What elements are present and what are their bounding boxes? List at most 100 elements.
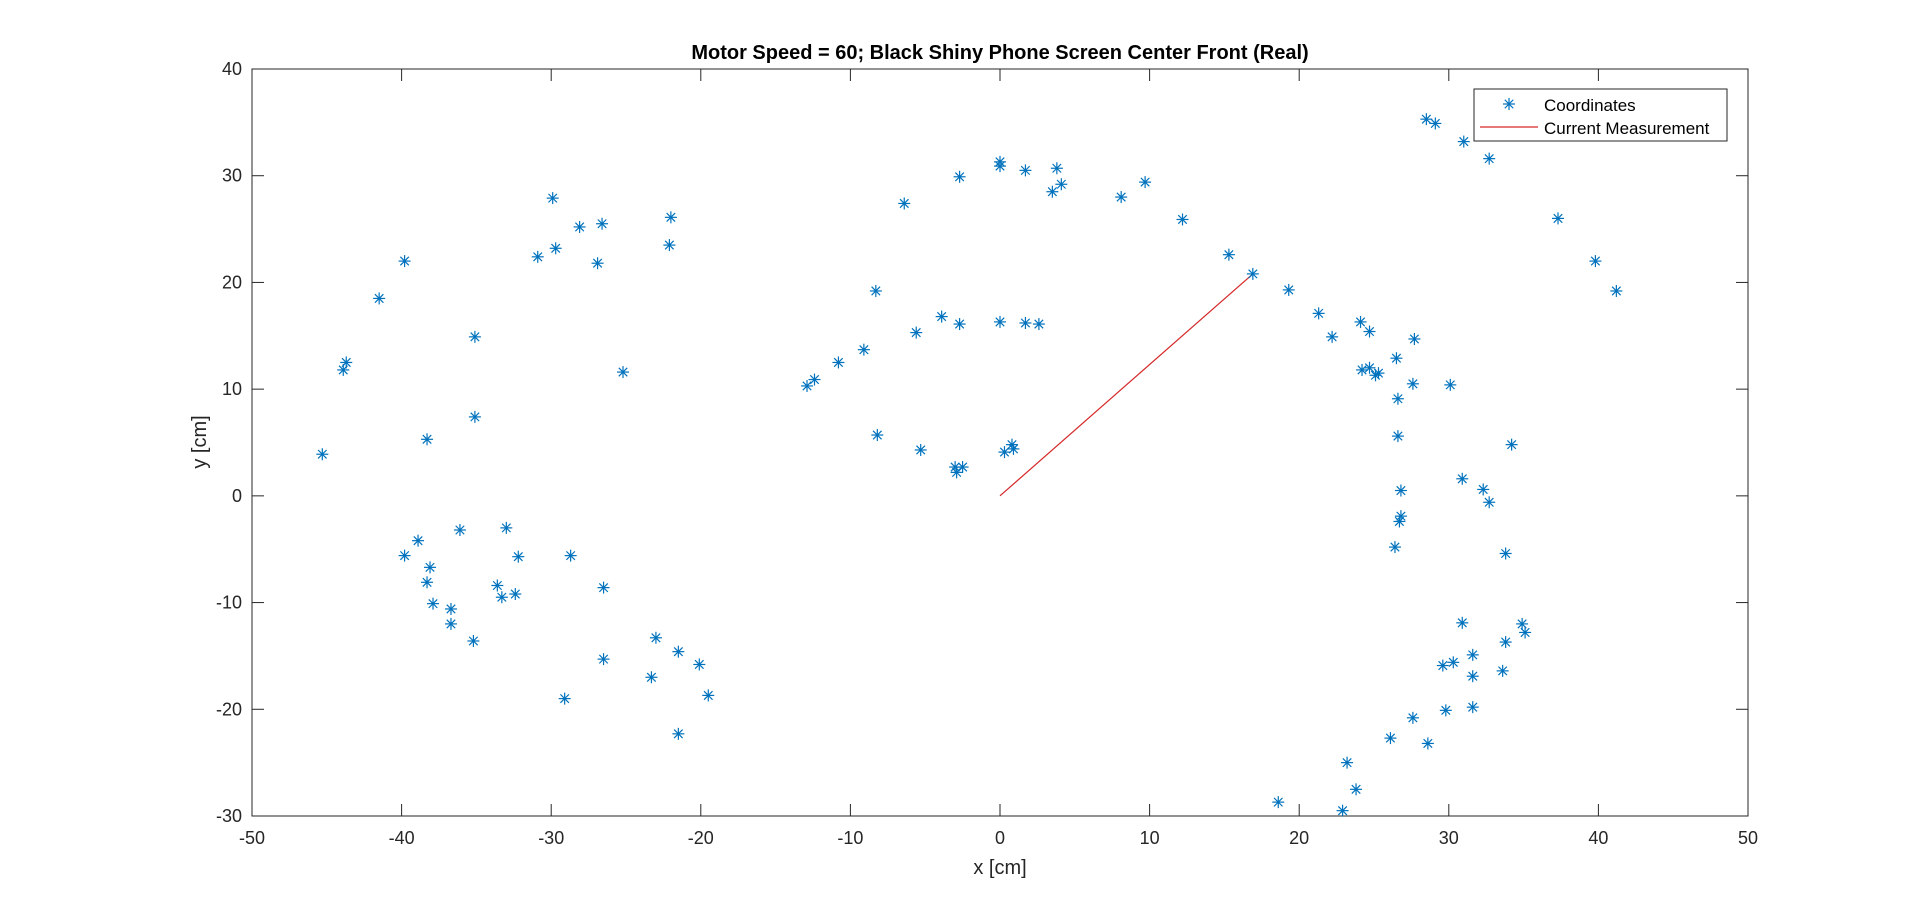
data-point	[1282, 283, 1295, 296]
current-measurement-line	[999, 273, 1254, 497]
x-tick-label: 0	[995, 828, 1005, 848]
data-point	[1420, 113, 1433, 126]
legend-box	[1473, 88, 1728, 142]
data-point	[1456, 472, 1469, 485]
plot-area	[251, 68, 1749, 817]
y-tick-label: 30	[222, 166, 242, 186]
data-point	[1019, 164, 1032, 177]
legend-entry-current-measurement: Current Measurement	[1544, 119, 1710, 138]
data-point	[1390, 352, 1403, 365]
data-point	[953, 170, 966, 183]
data-point	[1384, 732, 1397, 745]
data-point	[1363, 325, 1376, 338]
data-point	[1394, 484, 1407, 497]
data-point	[549, 242, 562, 255]
data-point	[914, 443, 927, 456]
data-point	[597, 653, 610, 666]
data-point	[421, 576, 434, 589]
data-point	[453, 524, 466, 537]
data-point	[421, 433, 434, 446]
data-point	[898, 197, 911, 210]
y-tick-label: 40	[222, 59, 242, 79]
x-axis-ticks: -50 -40 -30 -20 -10 0 10 20 30 40 50	[239, 69, 1758, 848]
data-point	[468, 330, 481, 343]
legend-asterisk-icon	[1503, 98, 1515, 110]
data-point	[1436, 659, 1449, 672]
data-point	[645, 671, 658, 684]
legend-entry-coordinates: Coordinates	[1544, 96, 1636, 115]
data-point	[1272, 796, 1285, 809]
data-point	[427, 597, 440, 610]
data-point	[808, 373, 821, 386]
data-point	[591, 257, 604, 270]
data-point	[1050, 162, 1063, 175]
data-point	[316, 448, 329, 461]
data-point	[617, 366, 630, 379]
data-point	[1369, 369, 1382, 382]
legend-asterisk	[1503, 98, 1515, 110]
data-point	[832, 356, 845, 369]
data-point	[424, 561, 437, 574]
data-point	[1505, 438, 1518, 451]
data-point	[1312, 307, 1325, 320]
data-point	[801, 379, 814, 392]
data-point	[573, 220, 586, 233]
data-point	[1447, 656, 1460, 669]
data-point	[1019, 316, 1032, 329]
data-point	[558, 692, 571, 705]
x-tick-label: 20	[1289, 828, 1309, 848]
y-tick-label: 10	[222, 379, 242, 399]
data-point	[1610, 284, 1623, 297]
data-point	[500, 521, 513, 534]
data-point	[693, 658, 706, 671]
data-point	[1456, 616, 1469, 629]
data-point	[1466, 670, 1479, 683]
data-point	[1499, 547, 1512, 560]
data-point	[1388, 541, 1401, 554]
x-tick-label: 50	[1738, 828, 1758, 848]
data-point	[1483, 496, 1496, 509]
data-point	[531, 250, 544, 263]
current-measurement-series	[999, 273, 1254, 497]
data-point	[935, 310, 948, 323]
x-tick-label: 10	[1140, 828, 1160, 848]
data-point	[1406, 711, 1419, 724]
legend: Coordinates Current Measurement	[1473, 88, 1728, 142]
data-point	[1115, 191, 1128, 204]
y-tick-label: 0	[232, 486, 242, 506]
data-point	[1391, 392, 1404, 405]
data-point	[1457, 135, 1470, 148]
x-tick-label: 30	[1439, 828, 1459, 848]
data-point	[953, 318, 966, 331]
y-axis-label: y [cm]	[189, 415, 211, 468]
x-tick-label: -50	[239, 828, 265, 848]
y-tick-label: -20	[216, 699, 242, 719]
data-point	[1406, 377, 1419, 390]
y-tick-label: -30	[216, 806, 242, 826]
data-point	[702, 689, 715, 702]
data-point	[1139, 176, 1152, 189]
data-point	[994, 160, 1006, 173]
data-point	[1444, 378, 1457, 391]
data-point	[672, 645, 685, 658]
data-point	[468, 410, 481, 423]
x-tick-label: -30	[538, 828, 564, 848]
data-point	[467, 634, 480, 647]
data-point	[871, 429, 884, 442]
data-point	[869, 284, 882, 297]
data-point	[1516, 617, 1529, 630]
data-point	[1496, 664, 1509, 677]
data-point	[994, 315, 1006, 328]
data-point	[1519, 626, 1532, 639]
data-point	[495, 591, 508, 604]
data-point	[1363, 361, 1376, 374]
x-tick-label: 40	[1588, 828, 1608, 848]
data-point	[1032, 318, 1045, 331]
data-point	[509, 588, 522, 601]
data-point	[1552, 212, 1565, 225]
data-point	[1477, 483, 1490, 496]
data-point	[956, 461, 969, 474]
data-point	[596, 217, 609, 230]
